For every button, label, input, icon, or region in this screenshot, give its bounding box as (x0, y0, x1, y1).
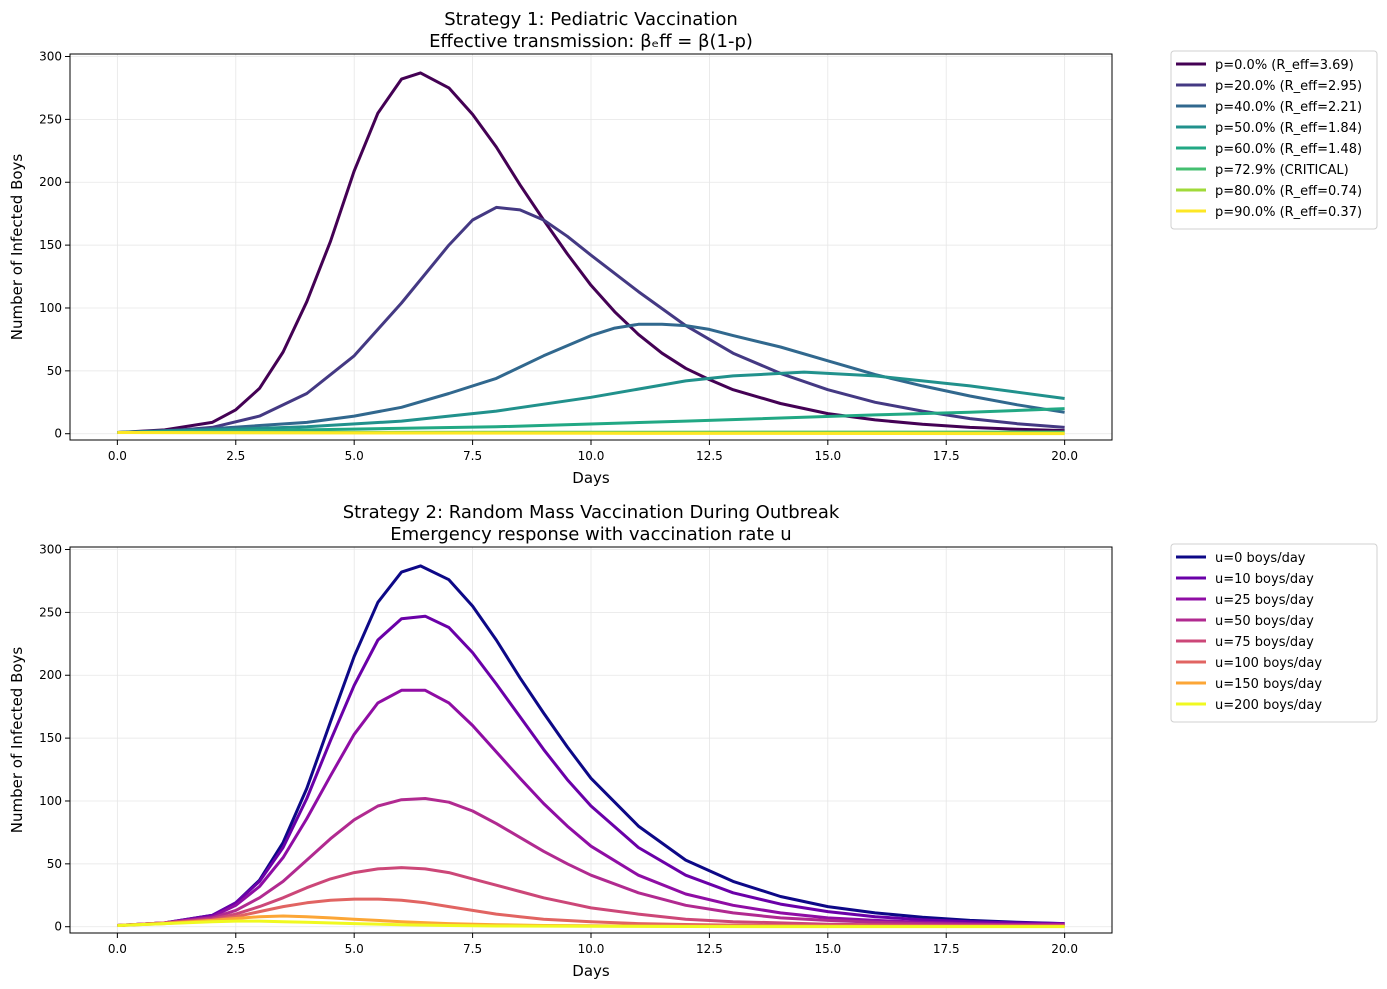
series-line-4 (117, 407, 1065, 434)
x-axis-label: Days (572, 469, 610, 487)
y-tick-label: 300 (39, 50, 62, 64)
legend: p=0.0% (R_eff=3.69) p=20.0% (R_eff=2.95)p… (1170, 50, 1378, 230)
chart-title: Strategy 1: Pediatric Vaccination (444, 9, 738, 30)
x-tick-label: 0.0 (108, 449, 127, 463)
chart-strategy-1: 0.0 2.5 5.0 7.5 10.0 12.5 15.0 17.5 20.0 0 50 100 15… (8, 9, 1378, 487)
legend-label-2: u=25 boys/day (1215, 593, 1314, 608)
x-tick-label: 7.5 (463, 942, 482, 956)
series-line-3 (117, 797, 1065, 927)
x-axis-label: Days (572, 962, 610, 980)
y-tick-label: 50 (47, 857, 62, 871)
x-tick-label: 10.0 (578, 942, 605, 956)
chart-subtitle: Effective transmission: βₑff = β(1-p) (429, 31, 753, 52)
x-tick-label: 15.0 (814, 449, 841, 463)
y-tick-label: 100 (39, 301, 62, 315)
legend-label-3: u=50 boys/day (1215, 614, 1314, 629)
x-tick-label: 15.0 (814, 942, 841, 956)
series-line-1 (117, 614, 1065, 927)
legend-label-1: u=10 boys/day (1215, 572, 1314, 587)
legend-label-0: p=0.0% (R_eff=3.69) (1215, 58, 1354, 73)
x-tick-label: 20.0 (1051, 942, 1078, 956)
legend-label-5: p=72.9% (CRITICAL) (1215, 163, 1349, 178)
legend-label-5: u=100 boys/day (1215, 656, 1322, 671)
legend-label-4: p=60.0% (R_eff=1.48) (1215, 142, 1362, 157)
x-tick-label: 17.5 (933, 449, 960, 463)
y-tick-label: 200 (39, 175, 62, 189)
series-line-7 (117, 431, 1065, 436)
series-line-2 (117, 688, 1065, 927)
series-line-0 (117, 564, 1065, 927)
y-tick-label: 100 (39, 794, 62, 808)
legend: u=0 boys/day u=10 boys/day u=25 boys/day u=… (1170, 543, 1378, 723)
legend-label-3: p=50.0% (R_eff=1.84) (1215, 121, 1362, 136)
y-tick-label: 200 (39, 668, 62, 682)
legend-box (1170, 543, 1378, 723)
x-tick-label: 5.0 (345, 942, 364, 956)
y-tick-label: 150 (39, 731, 62, 745)
chart-title: Strategy 2: Random Mass Vaccination Duri… (343, 502, 840, 523)
series-line-7 (117, 919, 1065, 929)
legend-label-7: u=200 boys/day (1215, 698, 1322, 713)
y-axis-label: Number of Infected Boys (8, 647, 26, 834)
chart-strategy-2: 0.0 2.5 5.0 7.5 10.0 12.5 15.0 17.5 20.0 0 50 100 15… (8, 502, 1378, 980)
y-axis-label: Number of Infected Boys (8, 154, 26, 341)
legend-box (1170, 50, 1378, 230)
y-tick-label: 0 (54, 920, 62, 934)
legend-label-6: u=150 boys/day (1215, 677, 1322, 692)
legend-label-7: p=90.0% (R_eff=0.37) (1215, 205, 1362, 220)
series-line-3 (117, 370, 1065, 434)
y-tick-label: 300 (39, 543, 62, 557)
x-tick-label: 7.5 (463, 449, 482, 463)
series-line-0 (117, 71, 1065, 434)
x-tick-label: 2.5 (226, 942, 245, 956)
legend-label-4: u=75 boys/day (1215, 635, 1314, 650)
y-tick-label: 50 (47, 364, 62, 378)
x-tick-label: 0.0 (108, 942, 127, 956)
legend-label-0: u=0 boys/day (1215, 551, 1306, 566)
x-tick-label: 12.5 (696, 942, 723, 956)
x-tick-label: 12.5 (696, 449, 723, 463)
chart-subtitle: Emergency response with vaccination rate… (390, 524, 791, 545)
x-tick-label: 10.0 (578, 449, 605, 463)
series-line-1 (117, 205, 1065, 434)
x-tick-label: 2.5 (226, 449, 245, 463)
x-tick-label: 5.0 (345, 449, 364, 463)
legend-label-1: p=20.0% (R_eff=2.95) (1215, 79, 1362, 94)
y-tick-label: 0 (54, 427, 62, 441)
y-tick-label: 250 (39, 112, 62, 126)
y-tick-label: 150 (39, 238, 62, 252)
series-line-2 (117, 322, 1065, 434)
legend-label-6: p=80.0% (R_eff=0.74) (1215, 184, 1362, 199)
x-tick-label: 17.5 (933, 942, 960, 956)
y-tick-label: 250 (39, 605, 62, 619)
x-tick-label: 20.0 (1051, 449, 1078, 463)
legend-label-2: p=40.0% (R_eff=2.21) (1215, 100, 1362, 115)
